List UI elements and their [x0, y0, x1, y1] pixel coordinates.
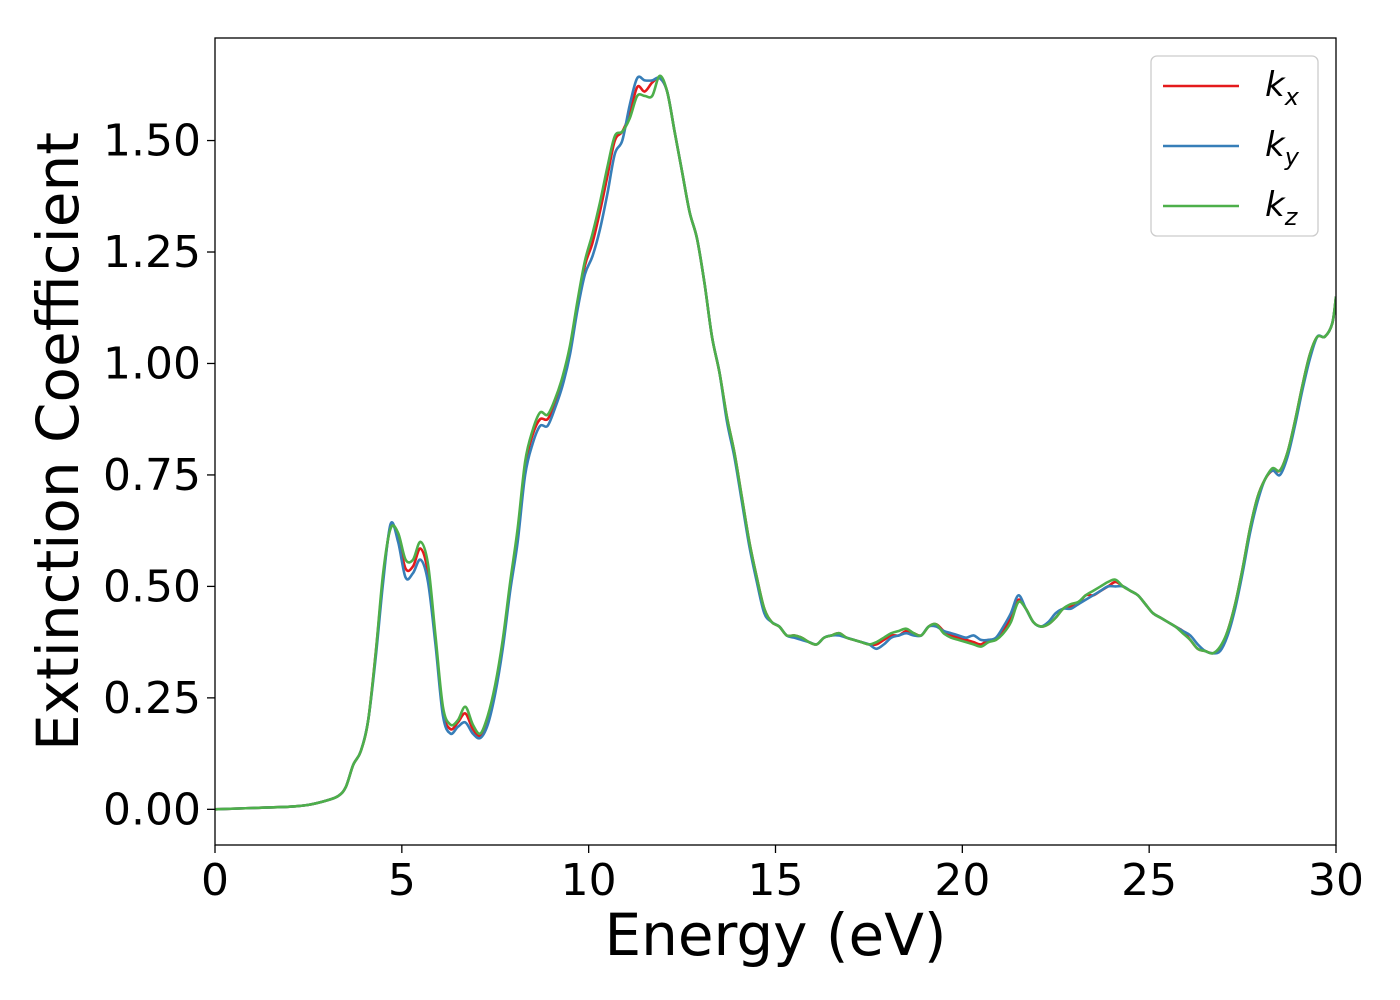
y-tick-label: 0.50 — [103, 561, 201, 612]
y-tick-label: 1.00 — [103, 338, 201, 389]
x-tick-label: 30 — [1308, 855, 1364, 906]
x-tick-label: 0 — [201, 855, 229, 906]
x-tick-label: 15 — [748, 855, 804, 906]
x-tick-label: 20 — [934, 855, 990, 906]
x-axis: 0 5 10 15 20 25 30 — [201, 845, 1364, 906]
x-tick-label: 25 — [1121, 855, 1177, 906]
y-axis: 0.00 0.25 0.50 0.75 1.00 1.25 1.50 — [103, 116, 215, 835]
series-layer — [215, 74, 1336, 811]
legend: kx ky kz — [1150, 55, 1319, 237]
y-tick-label: 1.50 — [103, 116, 201, 167]
x-axis-title: Energy (eV) — [604, 901, 946, 969]
y-tick-label: 0.25 — [103, 673, 201, 724]
y-tick-label: 0.75 — [103, 450, 201, 501]
legend-label-y: ky — [1265, 125, 1300, 171]
x-tick-label: 5 — [388, 855, 416, 906]
y-tick-label: 0.00 — [103, 784, 201, 835]
x-tick-label: 10 — [561, 855, 617, 906]
legend-label-x: kx — [1265, 65, 1300, 111]
series-line-z — [215, 74, 1336, 811]
y-axis-title: Extinction Coefficient — [24, 132, 92, 751]
y-tick-label: 1.25 — [103, 227, 201, 278]
legend-label-z: kz — [1265, 185, 1299, 231]
